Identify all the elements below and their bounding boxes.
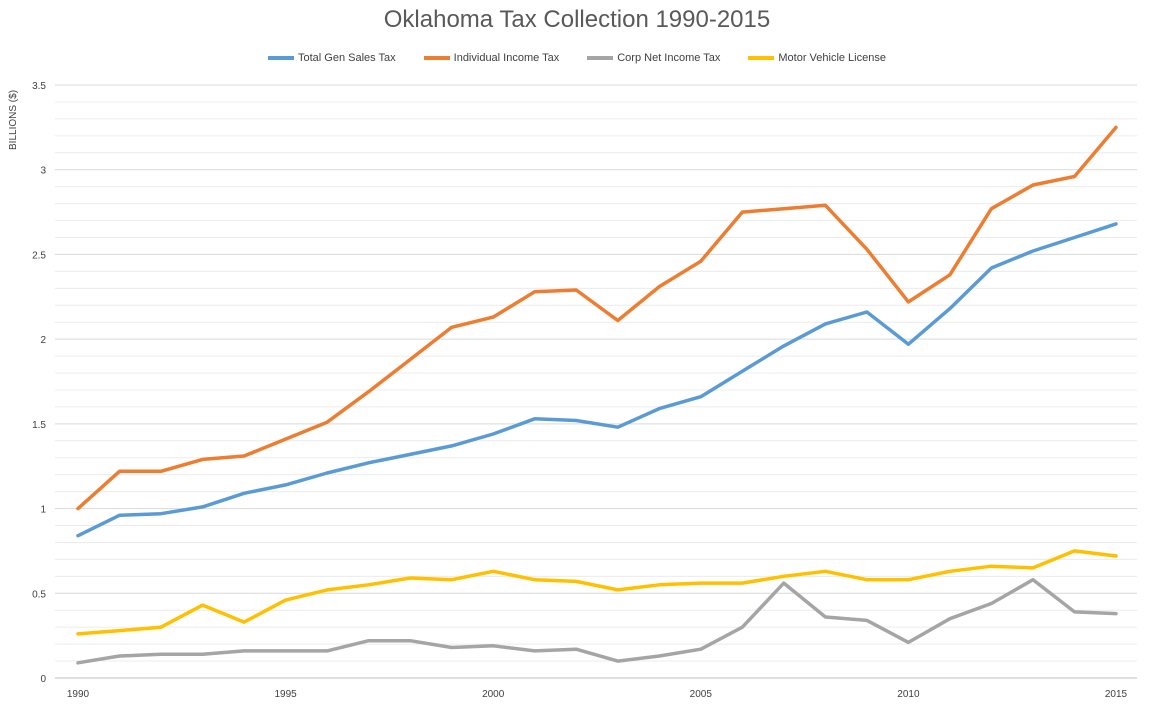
legend-swatch [268, 56, 294, 60]
y-tick-label: 0 [40, 674, 46, 685]
series-line-motor-vehicle-license [76, 549, 1118, 636]
y-tick-label: 3 [40, 166, 46, 177]
legend-item-total-gen-sales-tax: Total Gen Sales Tax [268, 52, 396, 64]
x-tick-label: 2010 [897, 689, 920, 700]
y-tick-label: 1.5 [32, 420, 46, 431]
x-tick-label: 2005 [690, 689, 713, 700]
y-tick-label: 1 [40, 505, 46, 516]
chart-title: Oklahoma Tax Collection 1990-2015 [383, 6, 771, 33]
major-gridlines [55, 84, 1137, 679]
y-tick-label: 2 [40, 335, 46, 346]
x-tick-label: 2015 [1105, 689, 1128, 700]
legend-item-individual-income-tax: Individual Income Tax [423, 52, 560, 64]
series-lines [76, 125, 1118, 665]
legend-swatch [748, 56, 775, 60]
minor-gridlines [55, 101, 1137, 662]
y-tick-label: 2.5 [32, 250, 46, 261]
legend-label: Total Gen Sales Tax [298, 52, 396, 64]
legend-item-corp-net-income-tax: Corp Net Income Tax [587, 52, 720, 64]
legend-label: Individual Income Tax [453, 52, 560, 64]
legend-label: Corp Net Income Tax [617, 52, 721, 64]
y-tick-label: 3.5 [32, 81, 46, 92]
series-line-corp-net-income-tax [76, 577, 1118, 665]
legend-swatch [423, 56, 450, 60]
legend-swatch [587, 56, 614, 60]
legend: Total Gen Sales Tax Individual Income Ta… [0, 52, 1154, 64]
legend-label: Motor Vehicle License [778, 52, 886, 64]
x-tick-label: 1995 [274, 689, 297, 700]
legend-item-motor-vehicle-license: Motor Vehicle License [748, 52, 886, 64]
x-tick-label: 2000 [482, 689, 505, 700]
x-tick-label: 1990 [67, 689, 90, 700]
x-axis-ticks: 1990 1995 2000 2005 2010 2015 [67, 689, 1128, 700]
series-line-total-gen-sales-tax [76, 222, 1118, 538]
y-axis-ticks: 0 0.5 1 1.5 2 2.5 3 3.5 [32, 81, 46, 685]
series-line-individual-income-tax [76, 125, 1118, 511]
y-tick-label: 0.5 [32, 589, 46, 600]
